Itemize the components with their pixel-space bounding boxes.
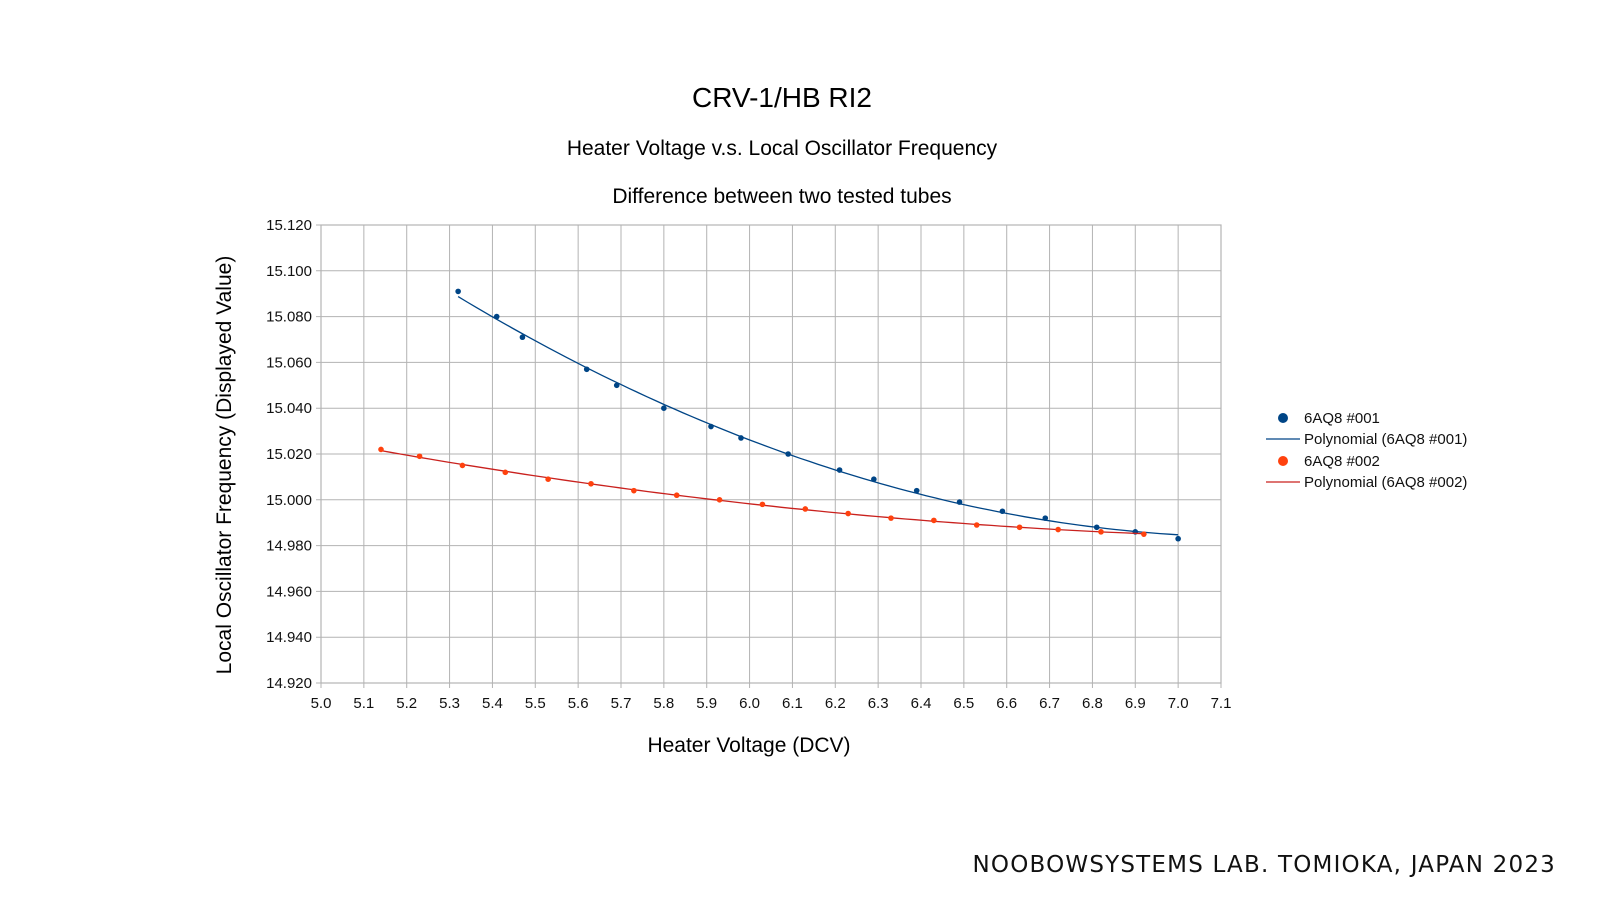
x-tick-label: 5.5 [525, 695, 546, 712]
chart-subtitle: Heater Voltage v.s. Local Oscillator Fre… [567, 137, 998, 160]
y-tick-label: 15.020 [266, 446, 312, 463]
data-point-series-2 [759, 501, 766, 508]
data-point-series-1 [708, 423, 714, 430]
x-tick-label: 6.2 [825, 695, 846, 712]
x-tick-labels: 5.0 5.1 5.2 5.3 5.4 5.5 5.6 5.7 5.8 5.9 6.0 6.1 6.2 6… [311, 695, 1232, 712]
x-tick-label: 7.0 [1168, 695, 1189, 712]
trendline-series-1 [457, 296, 1179, 536]
x-tick-label: 6.9 [1125, 695, 1146, 712]
legend: 6AQ8 #001 Polynomial (6AQ8 #001) 6AQ8 #0… [1266, 410, 1467, 491]
data-point-series-2 [1016, 524, 1023, 531]
x-tick-label: 5.1 [353, 695, 374, 712]
data-point-series-1 [661, 405, 667, 412]
data-point-series-1 [1093, 524, 1100, 531]
chart-title: CRV-1/HB RI2 [692, 82, 872, 113]
x-tick-label: 6.0 [739, 695, 760, 712]
y-tick-label: 15.100 [266, 263, 312, 280]
data-point-series-2 [716, 497, 723, 503]
trendline-series-2 [380, 449, 1144, 535]
data-point-series-1 [871, 476, 877, 482]
series-2 [378, 446, 1147, 537]
y-tick-label: 14.940 [266, 629, 312, 646]
footer-credit: NOOBOWSYSTEMS LAB. TOMIOKA, JAPAN 2023 [972, 852, 1556, 878]
y-tick-label: 14.980 [266, 538, 312, 555]
data-point-series-2 [545, 476, 551, 482]
data-point-series-1 [999, 508, 1006, 515]
data-point-series-2 [1141, 531, 1147, 537]
legend-marker-series-2 [1278, 456, 1288, 466]
x-tick-label: 5.2 [396, 695, 417, 712]
series-layer [378, 288, 1181, 542]
x-tick-label: 6.8 [1082, 695, 1103, 712]
y-tick-label: 15.080 [266, 309, 312, 326]
data-point-series-2 [416, 453, 423, 460]
data-point-series-2 [973, 522, 980, 528]
x-tick-label: 6.3 [868, 695, 889, 712]
data-point-series-1 [583, 366, 590, 373]
y-tick-label: 14.960 [266, 583, 312, 600]
data-point-series-1 [785, 451, 791, 457]
y-tick-labels: 15.120 15.100 15.080 15.060 15.040 15.020 15.0… [266, 217, 312, 692]
data-point-series-1 [913, 487, 920, 494]
chart-subtitle-2: Difference between two tested tubes [612, 185, 951, 208]
legend-label-trend-1: Polynomial (6AQ8 #001) [1304, 431, 1467, 448]
data-point-series-1 [519, 334, 526, 341]
legend-label-trend-2: Polynomial (6AQ8 #002) [1304, 474, 1467, 491]
x-tick-label: 6.7 [1039, 695, 1060, 712]
data-point-series-2 [1055, 526, 1061, 533]
data-point-series-2 [888, 515, 894, 521]
x-tick-label: 6.6 [996, 695, 1017, 712]
x-tick-label: 5.8 [653, 695, 674, 712]
legend-label-series-1: 6AQ8 #001 [1304, 410, 1380, 427]
y-tick-label: 15.040 [266, 400, 312, 417]
x-tick-label: 5.9 [696, 695, 717, 712]
series-1 [455, 288, 1181, 542]
x-tick-label: 5.6 [568, 695, 589, 712]
data-point-series-2 [673, 492, 680, 499]
legend-marker-series-1 [1278, 413, 1288, 423]
x-axis-title: Heater Voltage (DCV) [647, 734, 850, 757]
data-point-series-1 [836, 467, 843, 473]
y-tick-label: 15.000 [266, 492, 312, 509]
data-point-series-2 [588, 480, 594, 487]
x-tick-label: 5.4 [482, 695, 503, 712]
data-point-series-1 [1042, 515, 1049, 521]
x-tick-label: 5.0 [311, 695, 332, 712]
y-tick-label: 14.920 [266, 675, 312, 692]
plot-area-border [320, 224, 1222, 684]
data-point-series-1 [956, 499, 963, 505]
x-tick-label: 6.4 [911, 695, 932, 712]
x-tick-label: 6.5 [953, 695, 974, 712]
grid [316, 224, 1222, 688]
x-tick-label: 6.1 [782, 695, 803, 712]
y-axis-title: Local Oscillator Frequency (Displayed Va… [213, 256, 236, 675]
y-tick-label: 15.120 [266, 217, 312, 234]
x-tick-label: 5.7 [611, 695, 632, 712]
data-point-series-2 [1098, 529, 1104, 535]
data-point-series-2 [802, 506, 809, 512]
y-tick-label: 15.060 [266, 354, 312, 371]
data-point-series-1 [1175, 535, 1181, 542]
data-point-series-2 [845, 510, 851, 517]
data-point-series-2 [631, 487, 637, 494]
x-tick-label: 5.3 [439, 695, 460, 712]
data-point-series-1 [613, 382, 620, 389]
data-point-series-1 [455, 288, 461, 295]
data-point-series-2 [502, 469, 509, 476]
data-point-series-2 [931, 517, 937, 524]
data-point-series-1 [738, 435, 744, 441]
data-point-series-2 [378, 446, 384, 453]
x-tick-label: 7.1 [1211, 695, 1232, 712]
legend-label-series-2: 6AQ8 #002 [1304, 453, 1380, 470]
data-point-series-2 [459, 462, 466, 469]
data-point-series-1 [493, 313, 500, 320]
